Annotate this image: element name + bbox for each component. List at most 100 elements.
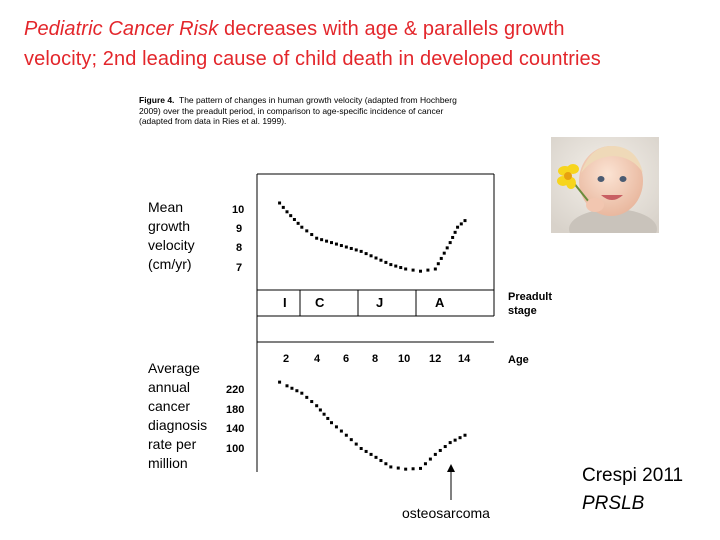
curve-dot [384,260,388,264]
curve-dot [404,267,408,271]
baby-smile [601,195,623,200]
age-tick: 4 [314,353,321,365]
baby-photo [551,137,659,233]
curve-dot [289,214,293,218]
growth-tick: 7 [236,262,243,274]
curve-dot [344,433,348,437]
growth-tick: 10 [232,204,245,216]
curve-dot [456,225,460,229]
curve-dot [433,267,437,271]
age-tick: 6 [343,353,350,365]
curve-dot [384,462,388,466]
curve-dot [419,269,422,273]
curve-dot [451,235,455,239]
growth-axis-label: Mean growth velocity (cm/yr) [148,199,195,272]
age-tick: 10 [398,353,411,365]
preadult-stage-label: Preadult stage [508,291,553,317]
curve-dot [295,389,299,393]
curve-dot [305,395,309,399]
curve-dot [300,225,304,229]
flower-icon [557,164,579,189]
curve-dot [439,256,443,260]
osteosarcoma-pointer [447,464,455,500]
age-tick: 2 [283,353,290,365]
slide-title: Pediatric Cancer Risk decreases with age… [24,14,714,74]
curve-dot [369,452,373,456]
curve-dot [315,236,319,240]
curve-dot [428,457,432,461]
caption-line-1: The pattern of changes in human growth v… [179,95,457,105]
curve-dot [374,256,378,260]
curve-dot [379,258,383,262]
baby-hair [581,145,643,173]
stage-childhood: C [315,295,325,310]
curve-dot [438,448,442,452]
curve-dot [330,241,333,245]
age-axis-label: Age [508,354,529,366]
age-tick: 8 [372,353,379,365]
curve-dot [320,238,324,242]
growth-tick: 9 [236,223,243,235]
curve-dot [325,239,329,243]
curve-dot [278,201,282,205]
curve-dot [318,408,322,412]
curve-dot [419,466,422,470]
curve-dot [310,400,314,404]
curve-dot [458,436,462,440]
title-part-1: decreases with age & parallels growth [218,18,565,40]
curve-dot [349,438,353,442]
curve-dot [389,263,393,267]
curve-dot [426,268,430,272]
curve-dot [453,230,457,234]
curve-dot [364,449,368,453]
curve-dot [359,249,363,253]
curve-dot [285,210,289,214]
curve-dot [354,248,358,252]
caption-label: Figure 4. [139,95,175,105]
curve-dot [322,412,326,416]
curve-dot [399,266,403,270]
title-part-2: velocity; 2nd leading cause of child dea… [24,48,601,70]
figure-caption: Figure 4. The pattern of changes in huma… [139,95,539,127]
curve-dot [339,244,343,248]
curve-dot [463,219,467,223]
curve-dot [374,455,378,459]
curve-dot [305,229,309,233]
curve-dot [369,254,373,258]
caption-line-2: 2009) over the preadult period, in compa… [139,105,444,116]
curve-dot [310,233,314,237]
curve-dot [436,262,440,266]
curve-dot [448,241,452,245]
curve-dot [315,404,319,408]
curve-dot [349,246,353,250]
curve-dot [334,425,338,429]
stage-adolescence: A [435,295,445,310]
stage-infancy: I [283,295,287,310]
baby-eye-left [597,176,605,182]
baby-eye-right [619,176,627,182]
curve-dot [359,447,363,450]
curve-dot [379,459,383,463]
curve-dot [443,445,447,449]
curve-dot [389,465,393,469]
curve-dot [411,467,415,471]
curve-dot [344,245,348,249]
curve-dot [396,466,400,470]
curve-dot [448,441,452,445]
curve-dot [285,384,289,388]
curve-dot [463,433,467,437]
age-tick: 14 [458,353,471,365]
cancer-tick: 220 [226,384,245,396]
chart-frame [256,173,495,472]
curve-dot [292,218,296,221]
curve-dot [330,421,333,425]
title-italic-part: Pediatric Cancer Risk [24,18,219,40]
growth-velocity-series [278,201,467,273]
curve-dot [290,386,294,390]
baby-shirt [569,209,657,233]
cancer-rate-series [278,380,467,471]
cancer-tick: 140 [226,423,245,435]
curve-dot [364,252,368,256]
curve-dot [296,221,300,225]
